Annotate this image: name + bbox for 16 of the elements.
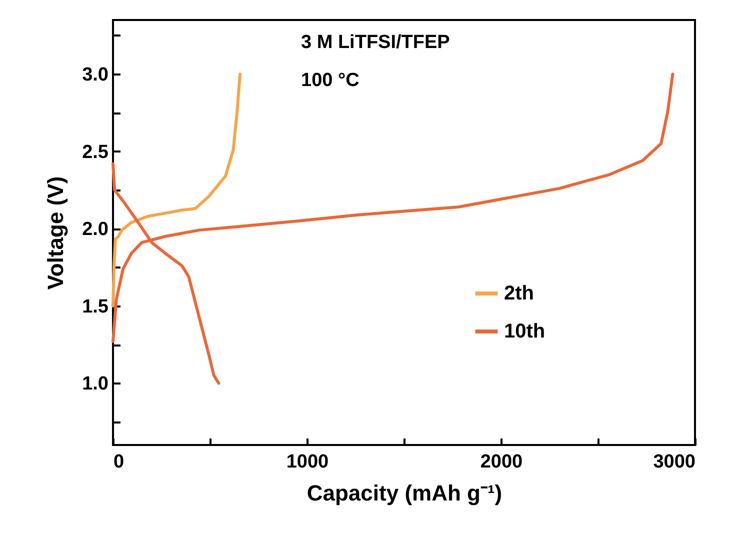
y-tick-label: 1.5 [82, 296, 109, 318]
line-series [112, 72, 242, 308]
y-axis-title: Voltage (V) [43, 176, 68, 290]
y-tick-label: 2.0 [82, 219, 108, 240]
x-tick-label: 2000 [480, 452, 523, 472]
annotation: 100 °C [301, 70, 360, 91]
y-tick-label: 3.0 [82, 64, 108, 86]
x-tick-label: 3000 [653, 452, 696, 472]
y-tick-label: 2.5 [82, 142, 109, 163]
x-tick-label: 0 [114, 452, 124, 472]
x-tick-label: 1000 [286, 452, 329, 472]
annotation: 3 M LiTFSI/TFEP [301, 32, 450, 53]
y-tick-label: 1.0 [82, 374, 108, 395]
legend-label: 10th [504, 320, 546, 342]
x-axis-title: Capacity (mAh g⁻¹) [306, 480, 502, 506]
legend-label: 2th [504, 282, 534, 304]
